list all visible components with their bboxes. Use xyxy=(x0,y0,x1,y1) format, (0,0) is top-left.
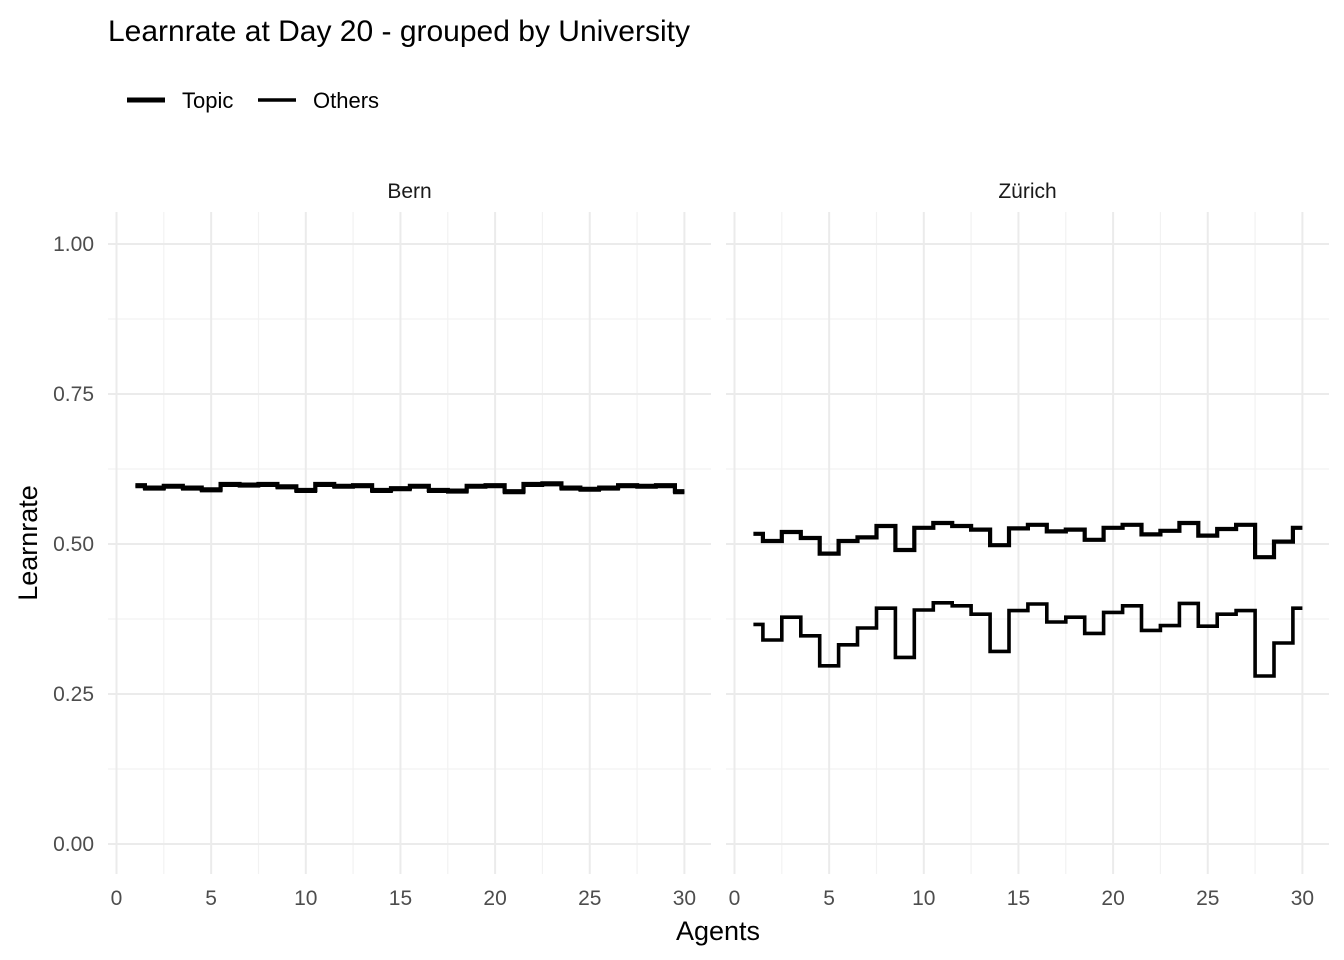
series-line-topic-zurich xyxy=(753,520,1303,560)
x-tick-label: 25 xyxy=(578,887,601,910)
x-tick-label: 30 xyxy=(673,887,696,910)
x-axis-title: Agents xyxy=(676,916,760,946)
legend-label-others: Others xyxy=(313,88,379,113)
y-tick-label: 0.75 xyxy=(53,383,94,406)
y-tick-label: 1.00 xyxy=(53,233,94,256)
x-tick-label: 30 xyxy=(1291,887,1314,910)
x-tick-label: 10 xyxy=(294,887,317,910)
x-tick-label: 20 xyxy=(483,887,506,910)
facet-panel-bern: Bern 0 5 10 15 20 25 30 0.00 0.25 0.50 0.75 1.00 xyxy=(53,180,711,910)
facet-panels: Bern 0 5 10 15 20 25 30 0.00 0.25 0.50 0.75 1.00 Züri… xyxy=(53,180,1329,910)
y-axis-title: Learnrate xyxy=(13,485,43,601)
legend: Topic Others xyxy=(127,88,379,113)
facet-panel-zurich: Zürich 0 5 10 15 20 25 30 xyxy=(726,180,1329,910)
series-line-others-zurich xyxy=(753,601,1303,678)
legend-label-topic: Topic xyxy=(182,88,233,113)
y-tick-label: 0.25 xyxy=(53,683,94,706)
y-tick-label: 0.50 xyxy=(53,533,94,556)
x-tick-label: 0 xyxy=(111,887,123,910)
x-tick-label: 20 xyxy=(1101,887,1124,910)
facet-label-bern: Bern xyxy=(387,180,431,203)
facet-label-zurich: Zürich xyxy=(998,180,1056,203)
x-tick-label: 0 xyxy=(729,887,741,910)
x-tick-label: 5 xyxy=(823,887,835,910)
x-tick-label: 15 xyxy=(1007,887,1030,910)
x-tick-label: 10 xyxy=(912,887,935,910)
x-tick-label: 15 xyxy=(389,887,412,910)
x-tick-label: 25 xyxy=(1196,887,1219,910)
chart-title: Learnrate at Day 20 - grouped by Univers… xyxy=(108,15,690,48)
series-line-others-bern xyxy=(135,482,685,495)
x-tick-label: 5 xyxy=(205,887,217,910)
y-tick-label: 0.00 xyxy=(53,833,94,856)
